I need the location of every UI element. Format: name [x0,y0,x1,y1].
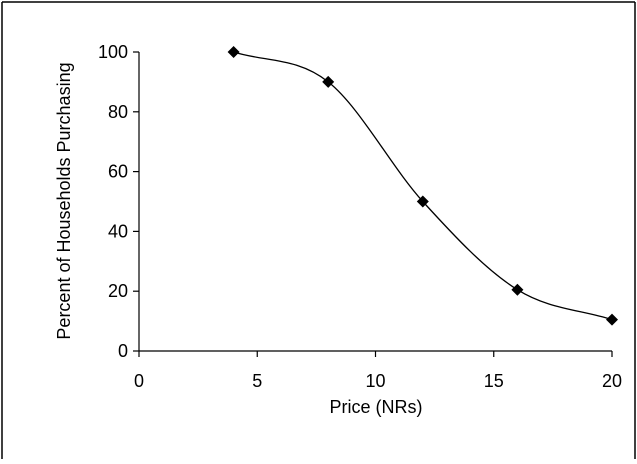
data-point-marker [606,313,618,326]
series-markers [227,46,618,326]
y-axis-ticks: 0 20 40 60 80 100 [98,42,139,361]
y-axis-title: Percent of Households Purchasing [54,62,74,339]
y-tick-label: 0 [118,341,128,361]
data-point-marker [227,46,240,58]
y-tick-label: 100 [98,42,128,62]
x-tick-label: 15 [484,371,504,391]
x-tick-label: 5 [252,371,262,391]
y-tick-label: 20 [108,281,128,301]
x-axis-ticks: 0 5 10 15 20 [134,351,622,391]
data-point-marker [322,75,335,88]
y-tick-label: 40 [108,221,128,241]
series-line [233,51,613,321]
data-point-marker [511,283,524,296]
data-point-marker [416,195,429,208]
x-tick-label: 20 [602,371,622,391]
y-tick-label: 60 [108,162,128,182]
x-axis-title: Price (NRs) [330,397,423,417]
x-tick-label: 0 [134,371,144,391]
x-tick-label: 10 [365,371,385,391]
y-tick-label: 80 [108,102,128,122]
